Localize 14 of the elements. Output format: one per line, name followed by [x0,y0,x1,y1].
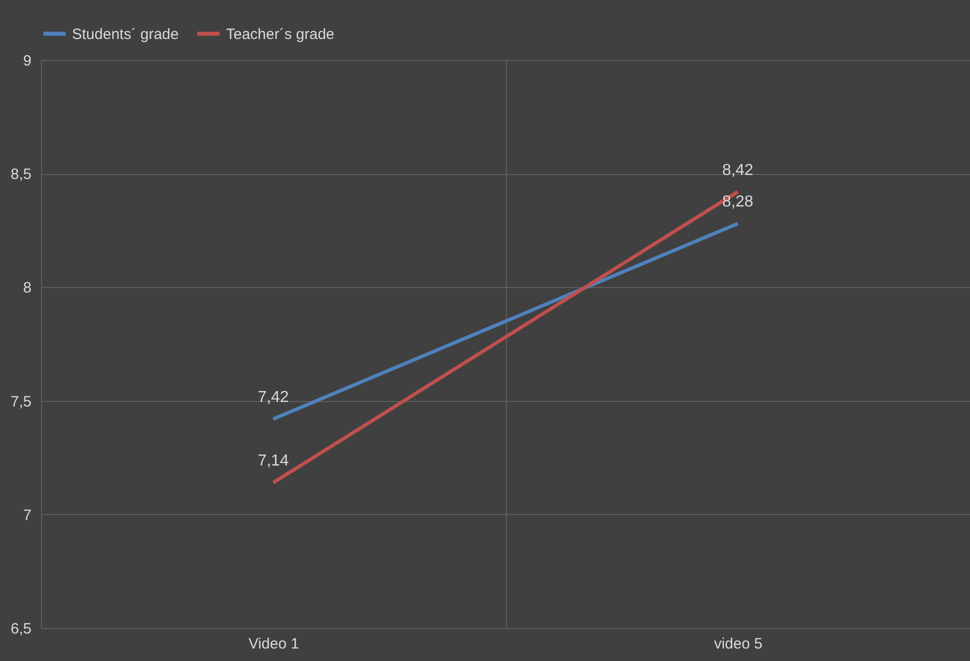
legend-label: Teacher´s grade [226,26,334,43]
x-tick-label: video 5 [714,636,762,652]
data-label: 8,42 [722,162,754,179]
data-label: 7,42 [258,388,289,406]
x-tick-label: Video 1 [248,636,300,652]
y-tick-label: 8 [23,280,32,297]
y-tick-label: 7 [23,506,32,524]
legend-label: Students´ grade [72,26,179,43]
y-tick-label: 6,5 [10,620,32,638]
data-label: 7,14 [258,452,289,470]
data-label: 8,28 [722,194,754,211]
y-tick-label: 9 [23,52,32,70]
y-tick-label: 8,5 [10,166,32,184]
y-tick-label: 7,5 [10,393,32,410]
